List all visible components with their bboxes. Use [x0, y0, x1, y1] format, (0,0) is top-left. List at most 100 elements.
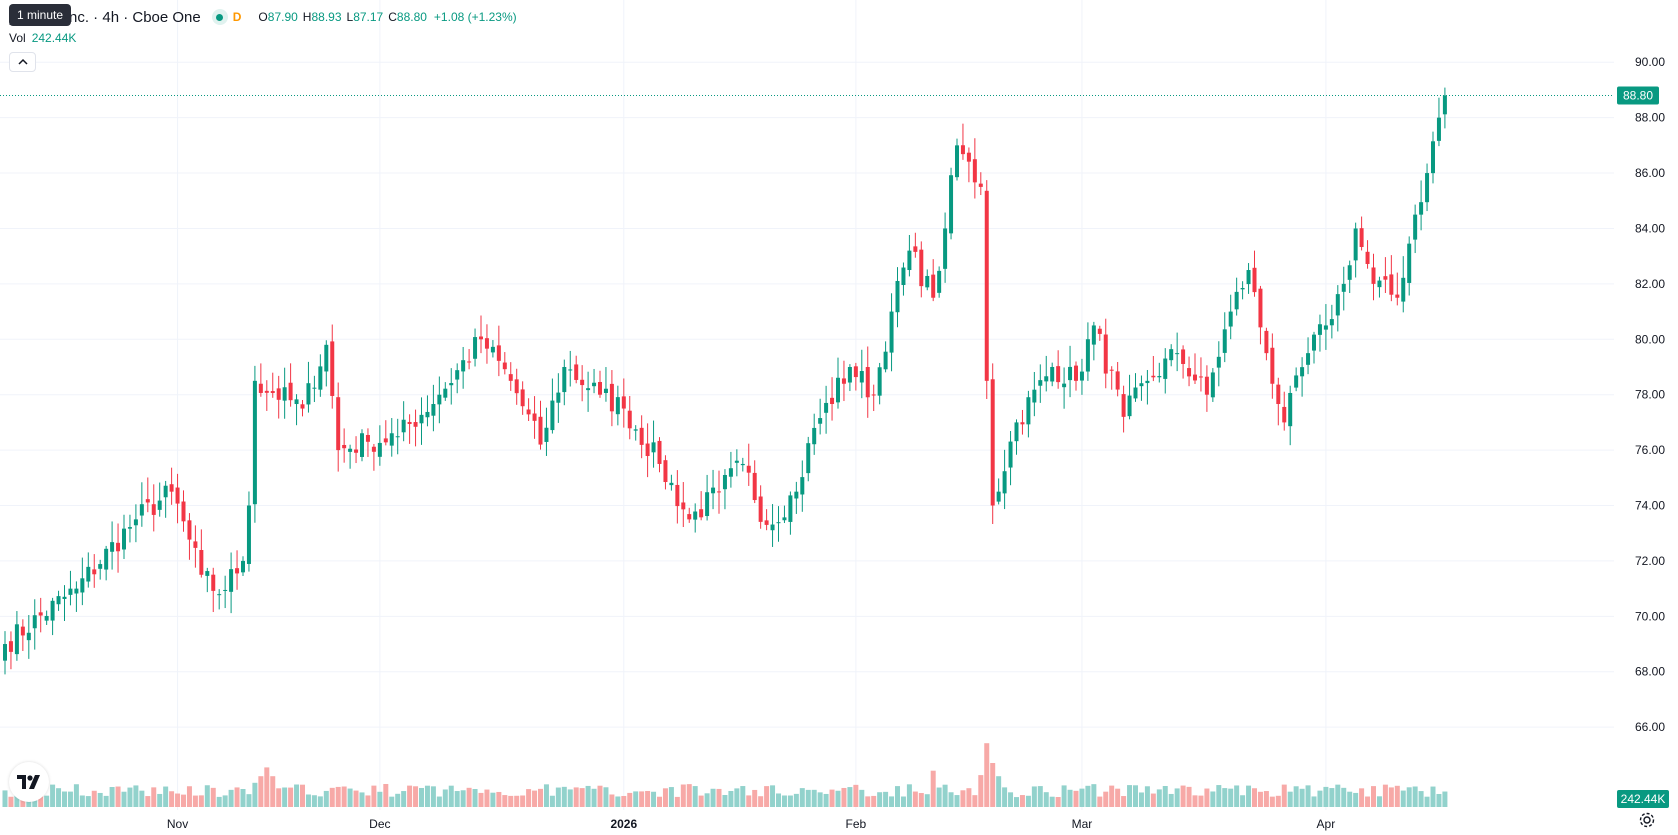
candle: [1264, 327, 1269, 361]
volume-bar: [1234, 785, 1240, 807]
volume-legend[interactable]: Vol 242.44K: [9, 31, 76, 45]
volume-bar: [1186, 786, 1192, 807]
price-tick-label: 80.00: [1635, 332, 1665, 346]
candle: [1371, 253, 1376, 301]
volume-bar: [407, 785, 413, 807]
candle: [740, 457, 745, 472]
candle: [895, 267, 900, 328]
volume-bar: [573, 787, 579, 807]
volume-bar: [621, 795, 627, 807]
collapse-legend-button[interactable]: [9, 52, 36, 72]
open-value: 87.90: [267, 10, 298, 24]
volume-bar: [662, 788, 668, 807]
volume-bar: [1216, 785, 1222, 807]
volume-bar: [139, 790, 145, 807]
candle: [1216, 341, 1221, 387]
candle: [145, 477, 150, 513]
price-scale[interactable]: 90.00 88.00 86.00 84.00 82.00 80.00 78.00 76.00…: [1635, 55, 1665, 734]
volume-bars: [2, 743, 1448, 807]
candle: [871, 384, 876, 412]
volume-bar: [413, 786, 419, 807]
gear-icon[interactable]: [1638, 811, 1656, 829]
candle: [86, 552, 91, 588]
price-tick-label: 84.00: [1635, 221, 1665, 235]
volume-bar: [1174, 788, 1180, 807]
volume-bar: [948, 792, 954, 807]
volume-bar: [186, 786, 192, 807]
candle: [859, 349, 864, 399]
time-scale[interactable]: Nov Dec 2026 Feb Mar Apr: [167, 817, 1335, 831]
volume-bar: [1246, 785, 1252, 807]
volume-bar: [520, 795, 526, 807]
volume-bar: [264, 767, 270, 807]
candle: [151, 484, 156, 532]
volume-bar: [151, 787, 157, 807]
candle: [627, 396, 632, 440]
volume-bar: [157, 793, 163, 807]
volume-bar: [502, 795, 508, 807]
candle: [663, 455, 668, 490]
candle: [1294, 367, 1299, 392]
volume-bar: [787, 795, 793, 807]
candle: [1139, 375, 1144, 401]
candle: [1222, 312, 1227, 363]
volume-bar: [1043, 792, 1049, 807]
volume-bar: [912, 791, 918, 807]
volume-bar: [1353, 792, 1359, 807]
volume-bar: [538, 788, 543, 807]
candle: [116, 523, 121, 573]
volume-bar: [353, 790, 359, 807]
candle: [348, 444, 353, 469]
candle: [1079, 358, 1084, 395]
volume-bar: [323, 790, 329, 807]
candle: [639, 415, 644, 459]
candle: [252, 365, 257, 523]
candle: [1246, 263, 1251, 294]
volume-bar: [85, 796, 91, 807]
volume-bar: [1269, 796, 1275, 807]
candle: [574, 355, 579, 384]
candle: [1228, 294, 1233, 340]
candle: [1026, 390, 1031, 438]
candle: [621, 378, 626, 428]
volume-bar: [764, 786, 770, 807]
interval-tooltip: 1 minute: [9, 4, 72, 26]
candle: [633, 425, 638, 441]
volume-bar: [895, 786, 900, 807]
candle: [1014, 419, 1019, 455]
volume-bar: [1376, 796, 1382, 807]
price-tick-label: 74.00: [1635, 499, 1665, 513]
tradingview-logo-icon[interactable]: [9, 762, 49, 802]
candle: [1341, 266, 1346, 311]
candle: [1258, 285, 1263, 345]
candle: [1317, 314, 1322, 352]
candle: [526, 398, 531, 422]
volume-bar: [258, 776, 264, 807]
candle: [931, 259, 936, 302]
symbol-legend[interactable]: ystems, Inc. · 4h · Cboe One D O87.90 H8…: [9, 7, 517, 27]
delayed-data-badge[interactable]: D: [232, 10, 242, 24]
market-status[interactable]: D: [208, 9, 245, 25]
candle: [1008, 431, 1013, 486]
volume-bar: [555, 787, 561, 807]
volume-bar: [543, 784, 549, 807]
candle: [32, 599, 37, 650]
volume-bar: [484, 789, 490, 807]
candle: [371, 443, 376, 471]
candle: [770, 504, 775, 547]
candle: [722, 469, 727, 510]
volume-bar: [1287, 791, 1293, 807]
candle: [580, 365, 585, 402]
volume-bar: [1156, 789, 1162, 807]
volume-bar: [1388, 787, 1394, 807]
candle: [490, 340, 495, 358]
candle: [1210, 368, 1215, 402]
candle: [294, 394, 299, 426]
volume-bar: [252, 782, 258, 807]
candle: [705, 474, 710, 521]
candle: [1085, 322, 1090, 381]
volume-bar: [799, 788, 805, 807]
candle: [133, 504, 138, 543]
candle: [336, 382, 341, 472]
